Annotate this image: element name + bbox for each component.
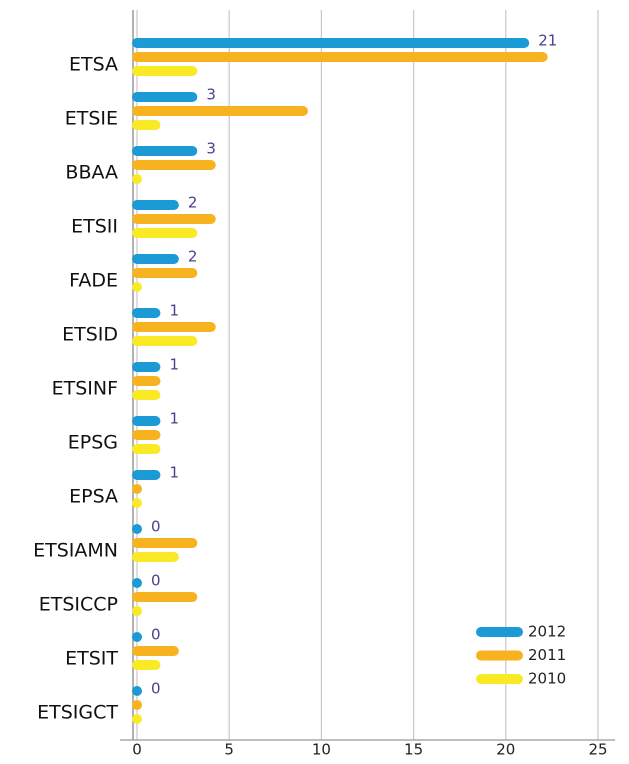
category-label: EPSA xyxy=(69,486,118,508)
data-label: 0 xyxy=(151,680,161,698)
data-label: 21 xyxy=(538,32,557,50)
x-tick-label: 0 xyxy=(132,741,142,759)
category-label: ETSA xyxy=(69,54,118,76)
data-label: 1 xyxy=(169,410,179,428)
category-label: ETSIE xyxy=(65,108,118,130)
category-label: ETSIGCT xyxy=(37,702,118,724)
category-label: ETSIT xyxy=(65,648,118,670)
x-tick-label: 20 xyxy=(496,741,515,759)
data-label: 3 xyxy=(206,86,216,104)
data-label: 0 xyxy=(151,626,161,644)
category-label: ETSID xyxy=(62,324,118,346)
x-tick-label: 10 xyxy=(312,741,331,759)
data-label: 0 xyxy=(151,572,161,590)
data-label: 1 xyxy=(169,464,179,482)
data-label: 1 xyxy=(169,356,179,374)
category-label: ETSICCP xyxy=(39,594,118,616)
x-tick-label: 15 xyxy=(404,741,423,759)
data-label: 2 xyxy=(188,248,198,266)
x-tick-label: 25 xyxy=(588,741,607,759)
x-tick-label: 5 xyxy=(224,741,234,759)
data-label: 2 xyxy=(188,194,198,212)
category-label: BBAA xyxy=(65,162,118,184)
data-label: 3 xyxy=(206,140,216,158)
category-label: ETSII xyxy=(71,216,118,238)
category-label: ETSINF xyxy=(52,378,118,400)
data-label: 1 xyxy=(169,302,179,320)
category-label: FADE xyxy=(69,270,118,292)
data-label: 0 xyxy=(151,518,161,536)
legend-label: 2010 xyxy=(528,670,566,688)
legend-label: 2011 xyxy=(528,646,566,664)
legend-label: 2012 xyxy=(528,623,566,641)
category-label: ETSIAMN xyxy=(33,540,118,562)
category-label: EPSG xyxy=(68,432,118,454)
